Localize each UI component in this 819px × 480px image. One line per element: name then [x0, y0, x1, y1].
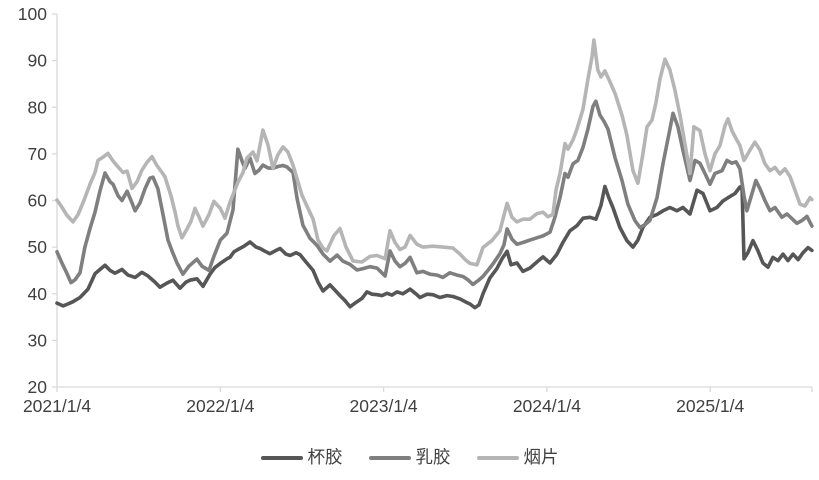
series-line-0 — [55, 184, 814, 310]
y-axis-tick-label: 40 — [28, 284, 48, 304]
y-axis-tick-label: 50 — [28, 237, 48, 257]
x-axis-tick-label: 2022/1/4 — [186, 396, 254, 416]
legend-swatch-icon — [476, 455, 519, 460]
series-line-1 — [55, 99, 814, 287]
legend-swatch-icon — [368, 455, 411, 460]
x-axis-tick-label: 2021/1/4 — [23, 396, 91, 416]
legend-item-0: 杯胶 — [260, 447, 343, 467]
y-axis-tick-label: 60 — [28, 191, 48, 211]
x-axis-tick-label: 2025/1/4 — [676, 396, 744, 416]
y-axis-tick-label: 70 — [28, 144, 48, 164]
y-axis-tick-label: 100 — [18, 4, 47, 24]
legend-label: 乳胶 — [415, 447, 451, 467]
legend-label: 烟片 — [523, 447, 559, 467]
y-axis-tick-label: 20 — [28, 377, 48, 397]
legend-item-2: 烟片 — [476, 447, 559, 467]
series-line-2 — [55, 38, 814, 267]
x-axis-tick-label: 2024/1/4 — [513, 396, 581, 416]
chart-legend: 杯胶 乳胶 烟片 — [0, 447, 819, 467]
y-axis-tick-label: 80 — [28, 97, 48, 117]
y-axis-tick-label: 30 — [28, 330, 48, 350]
legend-label: 杯胶 — [307, 447, 343, 467]
legend-swatch-icon — [260, 455, 303, 460]
y-axis-tick-label: 90 — [28, 51, 48, 71]
x-axis-tick-label: 2023/1/4 — [350, 396, 418, 416]
legend-item-1: 乳胶 — [368, 447, 451, 467]
